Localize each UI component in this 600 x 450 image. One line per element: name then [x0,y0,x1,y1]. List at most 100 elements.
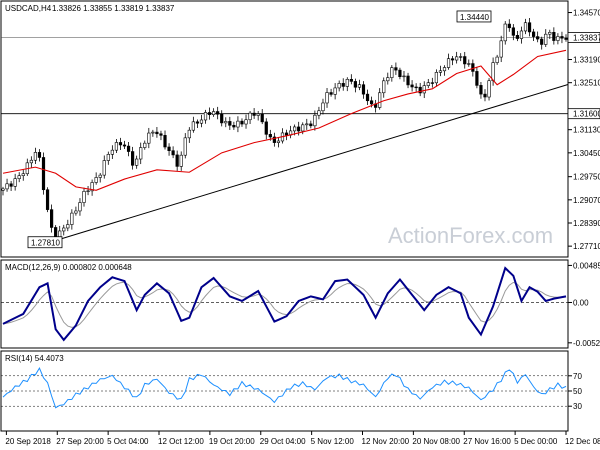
candle-body [305,123,309,126]
candle-body [430,82,434,84]
macd-axis-label: -0.005284 [573,339,600,348]
price-axis-label: 1.32510 [573,79,600,88]
time-axis-label: 5 Nov 12:00 [311,437,355,446]
candle-body [309,123,313,127]
rsi-axis-label: 30 [573,402,582,411]
candle-body [248,112,252,121]
price-panel-frame [0,0,569,258]
time-axis-label: 19 Oct 20:00 [209,437,255,446]
candle-body [9,183,13,187]
price-header-ohlc: 1.33826 1.33855 1.33819 1.33837 [52,4,175,13]
candle-body [333,87,337,95]
price-annotation-label: 1.34440 [460,13,489,22]
candle-body [459,56,463,58]
candle-body [216,111,220,115]
candle-body [167,146,171,151]
candle-body [325,92,329,104]
candle-body [382,80,386,94]
candle-body [191,121,195,131]
candle-body [199,119,204,124]
candle-body [122,144,127,147]
candle-body [471,63,475,72]
candle-body [175,154,179,167]
candle-body [50,209,54,228]
candle-body [135,158,139,166]
price-axis-label: 1.34570 [573,9,600,18]
price-axis-label: 1.30450 [573,149,600,158]
candle-body [212,111,216,115]
candle-body [390,67,394,78]
candle-body [406,75,410,86]
candle-body [102,160,106,176]
time-axis-label: 5 Oct 04:00 [107,437,149,446]
time-axis-label: 27 Sep 20:00 [56,437,104,446]
candle-body [361,84,366,95]
candle-body [560,36,564,39]
candle-body [82,191,86,203]
candle-body [418,86,422,94]
candle-body [487,80,491,98]
candle-body [17,175,21,179]
time-axis-label: 5 Dec 00:00 [514,437,558,446]
candle-body [118,142,123,146]
candle-body [531,31,536,37]
candle-body [272,136,276,143]
candle-body [386,77,390,82]
price-annotation-box [456,10,492,23]
candle-body [74,210,78,214]
candle-body [495,56,499,63]
time-axis-label: 12 Dec 08:00 [565,437,600,446]
candle-body [228,121,232,126]
candle-body [548,32,552,35]
price-header-symbol: USDCAD,H4 [5,4,52,13]
candle-body [564,37,568,40]
rsi-layer [1,367,568,409]
candle-body [94,177,98,183]
price-axis-label: 1.27710 [573,242,600,251]
candle-body [90,182,94,192]
candle-body [110,149,114,155]
rsi-axis-label: 70 [573,372,582,381]
candle-body [434,72,438,84]
candle-body [13,178,17,187]
candle-body [491,62,495,82]
candle-body [345,79,349,87]
candle-body [540,38,544,45]
candle-body [402,75,406,78]
candle-body [155,131,159,135]
candle-body [98,174,102,178]
candle-body [422,85,426,94]
candle-body [114,142,119,151]
price-axis-label: 1.31600 [573,110,600,119]
candle-body [479,85,483,95]
macd-main-line [2,266,567,342]
candle-body [240,120,244,125]
candle-body [442,67,447,72]
candle-body [126,145,131,152]
price-axis-label: 1.31130 [573,126,600,135]
candle-body [438,70,443,73]
candle-body [183,137,187,156]
price-axis-label: 1.28390 [573,219,600,228]
time-axis-label: 20 Sep 2018 [5,437,51,446]
candle-body [503,23,507,42]
price-annotation-box [27,236,63,249]
price-axis-label: 1.29070 [573,196,600,205]
candle-body [556,36,560,41]
candle-body [426,82,430,86]
candle-body [66,224,70,229]
candle-body [499,40,503,58]
candle-body [179,154,183,167]
candle-body [62,227,66,232]
rsi-axis-label: 50 [573,387,582,396]
candle-body [321,102,325,112]
candle-body [21,173,25,177]
candle-body [187,129,191,139]
candle-body [106,154,110,161]
candle-body [171,150,175,156]
candle-body [244,119,248,125]
axis-layer: 1.34570 1.33837 1.33190 1.32510 1.31600 1.311… [5,9,600,446]
rising-trendline [51,83,569,243]
candle-body [163,135,167,148]
